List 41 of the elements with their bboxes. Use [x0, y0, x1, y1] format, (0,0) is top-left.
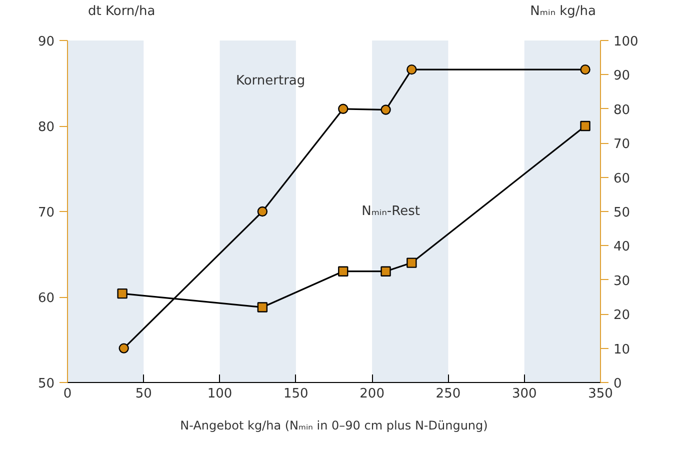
point	[406, 64, 417, 75]
point	[380, 266, 391, 276]
y2-tick-label: 0	[614, 376, 622, 392]
x-tick-label: 150	[284, 386, 308, 402]
y-tick-label: 70	[38, 206, 55, 220]
x-tick-label: 100	[207, 386, 232, 402]
y2-tick-label: 20	[614, 308, 630, 324]
point	[580, 64, 590, 75]
point	[118, 343, 129, 354]
point	[380, 104, 391, 115]
y2-tick-label: 50	[614, 206, 630, 220]
point	[257, 206, 268, 217]
y2-tick-label: 30	[614, 274, 630, 289]
y2-tick-label: 60	[614, 171, 630, 186]
y-tick-label: 80	[38, 120, 55, 135]
text: Kornertrag	[236, 73, 306, 88]
point	[406, 258, 417, 268]
x-tick-label: 250	[436, 386, 461, 402]
x-tick-label: 350	[588, 386, 613, 402]
y2-tick-label: 70	[614, 137, 630, 152]
point	[338, 104, 348, 114]
point	[257, 302, 268, 312]
y-axis-title: dt Korn/ha	[88, 4, 156, 19]
y2-tick-label: 100	[614, 34, 638, 50]
y-tick-label: 90	[38, 34, 55, 50]
point	[117, 288, 128, 299]
x-tick-label: 0	[63, 386, 72, 402]
y-tick-label: 60	[38, 291, 55, 306]
point	[580, 120, 590, 132]
x-tick-label: 50	[135, 386, 152, 402]
x-tick-label: 300	[512, 386, 537, 402]
text: Nₘᵢₙ-Rest	[362, 204, 420, 219]
y2-tick-label: 80	[614, 102, 630, 118]
x-axis-title: N-Angebot kg/ha (Nₘᵢₙ in 0–90 cm plus N-Düngung)	[180, 418, 488, 432]
y2-tick-label: 90	[614, 68, 630, 84]
y2-tick-label: 40	[614, 240, 630, 255]
x-tick-label: 200	[360, 386, 384, 402]
y2-axis-title: Nₘᵢₙ kg/ha	[530, 4, 596, 19]
y2-tick-label: 10	[614, 342, 630, 358]
y-tick-label: 50	[38, 376, 55, 392]
point	[338, 266, 348, 276]
